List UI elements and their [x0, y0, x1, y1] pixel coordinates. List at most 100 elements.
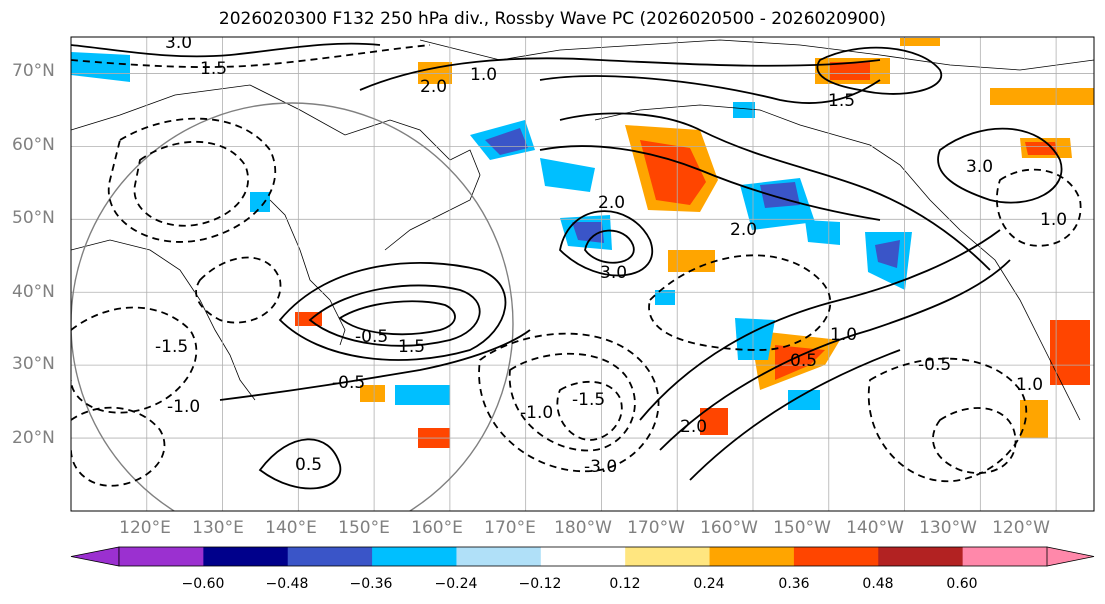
- lon-label: 160°W: [700, 518, 758, 538]
- shade-blob-12b: [775, 345, 825, 380]
- contour-label: 1.5: [398, 337, 425, 357]
- lon-label: 120°W: [992, 518, 1050, 538]
- colorbar-segment: [962, 547, 1048, 566]
- contour-neg-6: [648, 254, 832, 351]
- colorbar-tick-label: −0.60: [181, 576, 225, 592]
- contour-label: 2.0: [420, 77, 447, 97]
- lon-label: 140°W: [846, 518, 904, 538]
- contour-neg-9: [71, 306, 198, 414]
- contour-pos-1: [278, 261, 507, 361]
- reference-circle: [71, 102, 514, 511]
- contour-pos-13: [559, 210, 653, 277]
- lon-label: 130°W: [919, 518, 977, 538]
- colorbar-segment: [372, 547, 457, 566]
- shade-blob-16: [700, 408, 728, 435]
- colorbar: [70, 546, 1095, 567]
- contour-pos-17: [71, 42, 381, 58]
- contour-labels: -0.5 1.5 -0.5 0.5 3.0 2.0 1.5 3.0 2.0 -0…: [155, 33, 1067, 477]
- coast-china: [71, 239, 256, 401]
- contour-pos-10: [639, 229, 1001, 421]
- colorbar-segment: [456, 547, 542, 566]
- contour-pos-7: [359, 57, 881, 91]
- contour-pos-2: [308, 284, 481, 347]
- contour-pos-15: [937, 127, 1063, 204]
- contour-label: 3.0: [600, 263, 627, 283]
- lat-label: 30°N: [12, 354, 55, 374]
- shade-blob-21: [668, 250, 715, 272]
- contour-neg-2: [133, 140, 249, 227]
- colorbar-extend-left: [70, 546, 120, 567]
- contour-pos-5: [258, 438, 342, 490]
- lon-label: 130°E: [192, 518, 244, 538]
- contours-positive: [71, 42, 1063, 490]
- contour-label: 0.5: [295, 455, 322, 475]
- contour-label: -1.0: [167, 397, 200, 417]
- contour-pos-9: [539, 145, 881, 221]
- shade-blob-19: [250, 192, 270, 212]
- contour-label: -1.5: [155, 337, 188, 357]
- contour-label: -1.0: [520, 403, 553, 423]
- shade-blob-9: [418, 62, 452, 84]
- shade-blob-5b: [760, 182, 800, 208]
- contour-pos-11: [659, 259, 1011, 451]
- colorbar-tick-label: 0.36: [778, 576, 810, 592]
- colorbar-tick-label: −0.36: [349, 576, 393, 592]
- contour-label: 3.0: [165, 33, 192, 53]
- shade-blob-17: [1050, 320, 1090, 385]
- shade-blob-8b: [830, 62, 870, 80]
- lat-label: 60°N: [12, 135, 55, 155]
- lon-label: 140°E: [265, 518, 317, 538]
- contour-label: -0.5: [918, 355, 951, 375]
- contour-label: -0.5: [355, 327, 388, 347]
- contour-neg-10: [71, 406, 166, 487]
- lat-label: 50°N: [12, 208, 55, 228]
- contour-label: 1.0: [1016, 375, 1043, 395]
- colorbar-segment: [625, 547, 711, 566]
- contour-neg-12: [195, 256, 282, 324]
- contour-label: 1.0: [470, 65, 497, 85]
- contour-label: 1.0: [1040, 210, 1067, 230]
- contour-label: -0.5: [332, 373, 365, 393]
- colorbar-tick-label: −0.24: [434, 576, 478, 592]
- colorbar-tick-label: 0.60: [946, 576, 978, 592]
- chart-title: 2026020300 F132 250 hPa div., Rossby Wav…: [218, 9, 887, 29]
- contour-label: 2.0: [680, 417, 707, 437]
- colorbar-segment: [878, 547, 964, 566]
- contour-pos-16: [816, 46, 943, 95]
- contour-neg-3: [478, 332, 660, 473]
- colorbar-segment: [709, 547, 795, 566]
- shade-blob-3b: [572, 222, 604, 243]
- coast-arctic: [419, 39, 1094, 71]
- shade-blob-24: [900, 38, 940, 46]
- shade-blob-15: [395, 385, 450, 405]
- contour-neg-5: [556, 380, 623, 441]
- shade-blob-25: [788, 390, 820, 410]
- colorbar-segment: [119, 547, 204, 566]
- shade-blob-2: [540, 158, 595, 192]
- lon-label: 160°E: [411, 518, 463, 538]
- plot-frame: [70, 36, 1095, 512]
- contour-neg-8: [932, 407, 1017, 474]
- contour-label: -3.0: [584, 457, 617, 477]
- shade-blob-22: [655, 290, 675, 305]
- gridlines: [71, 37, 1094, 511]
- lon-label: 120°E: [119, 518, 171, 538]
- shade-blob-1b: [485, 128, 528, 155]
- contour-pos-4: [219, 329, 531, 401]
- lon-label: 180°W: [554, 518, 612, 538]
- colorbar-segment: [203, 547, 289, 566]
- divergence-shading: [71, 38, 1094, 448]
- coast-japan: [269, 199, 346, 346]
- lat-label: 20°N: [12, 428, 55, 448]
- contour-pos-14: [584, 229, 635, 264]
- contour-label: 3.0: [966, 157, 993, 177]
- lat-label: 70°N: [12, 61, 55, 81]
- shade-blob-18: [1020, 400, 1048, 438]
- shade-blob-nw: [71, 52, 130, 82]
- shade-blob-10: [990, 88, 1094, 105]
- contour-label: 1.5: [200, 59, 227, 79]
- contour-label: 1.5: [828, 91, 855, 111]
- contour-neg-4: [508, 352, 636, 452]
- colorbar-tick-label: −0.12: [518, 576, 562, 592]
- colorbar-tick-label: 0.24: [693, 576, 725, 592]
